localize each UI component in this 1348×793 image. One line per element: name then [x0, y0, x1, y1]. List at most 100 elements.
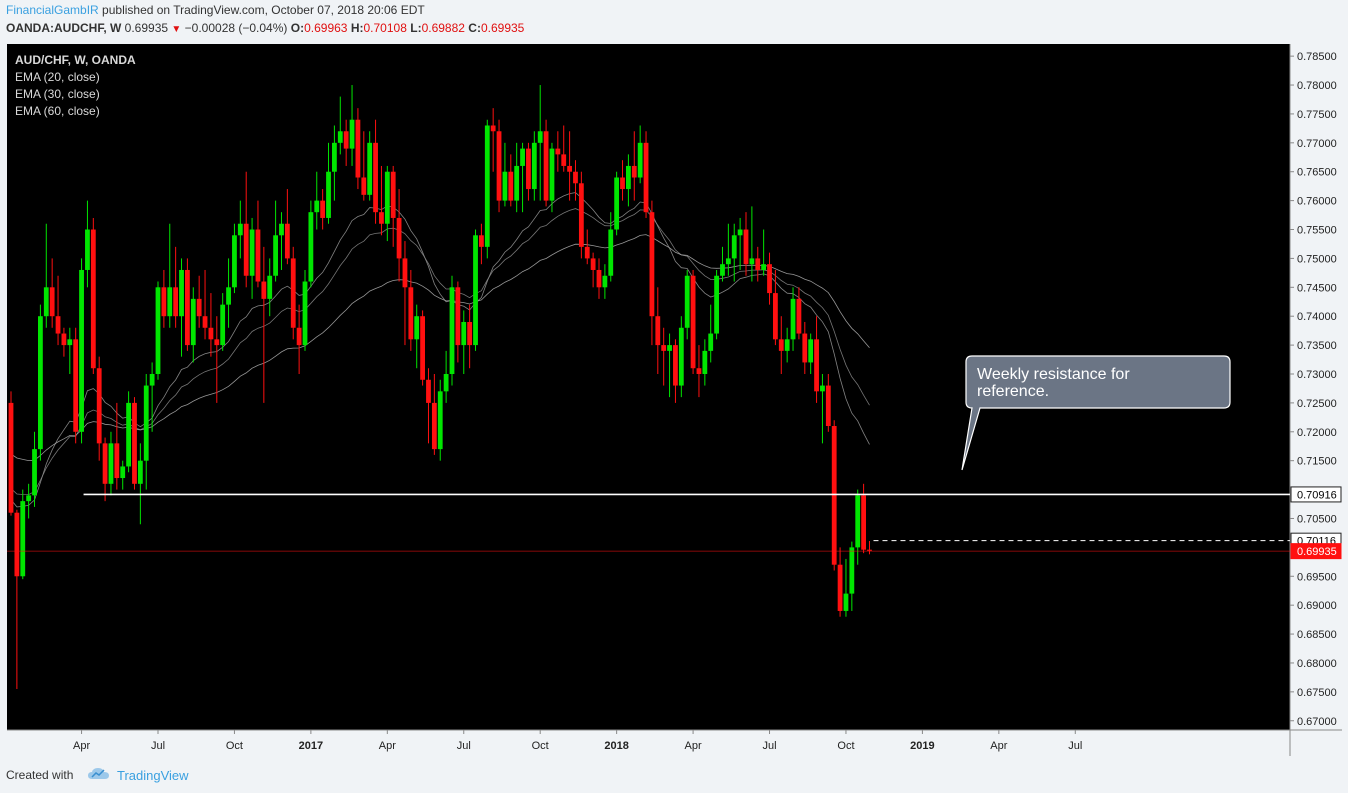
- candle-body: [196, 298, 202, 317]
- candle-body: [578, 183, 584, 247]
- candle: [32, 431, 37, 507]
- tradingview-brand-link[interactable]: TradingView: [117, 768, 189, 783]
- candle-body: [590, 258, 596, 270]
- candle-body: [120, 466, 126, 479]
- candle-body: [173, 287, 179, 317]
- candle: [573, 160, 578, 201]
- price-tick-label: 0.69000: [1297, 600, 1337, 612]
- candle-body: [343, 131, 349, 149]
- candle: [185, 258, 190, 351]
- candle: [755, 246, 761, 282]
- candle-body: [232, 235, 237, 288]
- candle-body: [143, 385, 149, 461]
- candle-body: [661, 345, 667, 351]
- candle: [8, 391, 14, 516]
- candle: [420, 310, 425, 386]
- author-link[interactable]: FinancialGambIR: [6, 3, 99, 17]
- candle-body: [67, 339, 73, 346]
- candle-body: [461, 321, 467, 346]
- candle: [267, 258, 273, 317]
- candle: [273, 200, 278, 282]
- candle-body: [479, 235, 484, 247]
- candle-body: [561, 154, 567, 166]
- candle-body: [773, 293, 778, 340]
- candle-body: [531, 142, 537, 190]
- candle: [561, 125, 567, 172]
- candle: [443, 350, 449, 403]
- candle: [373, 119, 378, 224]
- candle-body: [484, 125, 490, 247]
- legend-ema30[interactable]: EMA (30, close): [15, 87, 100, 101]
- legend-ema60[interactable]: EMA (60, close): [15, 104, 100, 118]
- candle: [14, 509, 20, 689]
- candle: [408, 269, 414, 351]
- publish-info: FinancialGambIR published on TradingView…: [6, 3, 425, 17]
- candle-body: [261, 281, 267, 299]
- candle: [620, 160, 625, 201]
- candle-body: [731, 235, 737, 259]
- candle: [520, 142, 525, 213]
- candles: [8, 85, 872, 689]
- candle-body: [73, 339, 79, 432]
- candle-body: [855, 495, 861, 548]
- candle: [731, 223, 737, 282]
- candle-body: [514, 165, 520, 201]
- candle: [349, 85, 355, 166]
- candle-body: [667, 345, 672, 351]
- candle: [255, 200, 261, 288]
- price-tick-label: 0.69500: [1297, 571, 1337, 583]
- candle-body: [390, 171, 396, 218]
- candle-body: [155, 287, 161, 374]
- candle-body: [267, 275, 273, 299]
- footer: Created with TradingView: [0, 760, 1348, 793]
- candle-body: [720, 264, 725, 276]
- annotation-callout[interactable]: Weekly resistance for reference.: [961, 355, 1231, 471]
- candle: [461, 310, 467, 374]
- candle-body: [161, 287, 167, 317]
- candle-body: [602, 275, 608, 288]
- candle: [414, 304, 420, 369]
- candle-body: [684, 275, 690, 328]
- candle: [361, 131, 367, 201]
- candle-body: [725, 258, 731, 265]
- candle: [279, 212, 284, 270]
- candle-body: [126, 402, 131, 467]
- open-label: O:: [290, 21, 305, 35]
- candle: [455, 281, 461, 363]
- candle-body: [573, 171, 578, 184]
- symbol-label[interactable]: OANDA:AUDCHF, W: [6, 21, 122, 35]
- candle: [449, 275, 455, 386]
- candle: [261, 246, 267, 403]
- candle-body: [49, 287, 55, 317]
- candle-body: [26, 495, 32, 502]
- candle-body: [284, 223, 290, 259]
- callout-text-line2: reference.: [977, 383, 1049, 400]
- ema-30-line: [10, 208, 870, 496]
- time-tick-label: Oct: [226, 740, 243, 752]
- candle: [708, 304, 714, 363]
- candle-body: [32, 449, 37, 496]
- price-tick-label: 0.70500: [1297, 513, 1337, 525]
- price-tick-label: 0.75000: [1297, 253, 1337, 265]
- candle: [314, 171, 320, 230]
- candle: [631, 131, 637, 201]
- time-tick-label: Oct: [532, 740, 549, 752]
- candle: [796, 287, 802, 340]
- candle: [26, 483, 32, 519]
- candle: [326, 142, 331, 224]
- resistance-price-label: 0.70916: [1297, 489, 1337, 501]
- time-tick-label: Apr: [73, 740, 90, 752]
- price-chart[interactable]: 0.78500 0.78000 0.77500 0.77000 0.76500 0.760…: [0, 0, 1348, 760]
- candle: [867, 541, 872, 555]
- candle: [161, 269, 167, 328]
- candle: [526, 142, 531, 201]
- candle: [431, 373, 437, 455]
- candle-body: [820, 385, 825, 392]
- legend-ema20[interactable]: EMA (20, close): [15, 70, 100, 84]
- candle: [578, 171, 584, 259]
- open-value: 0.69963: [304, 21, 348, 35]
- candle-body: [843, 593, 849, 611]
- candle: [549, 142, 555, 213]
- candle-body: [649, 212, 655, 317]
- candle-body: [349, 119, 355, 149]
